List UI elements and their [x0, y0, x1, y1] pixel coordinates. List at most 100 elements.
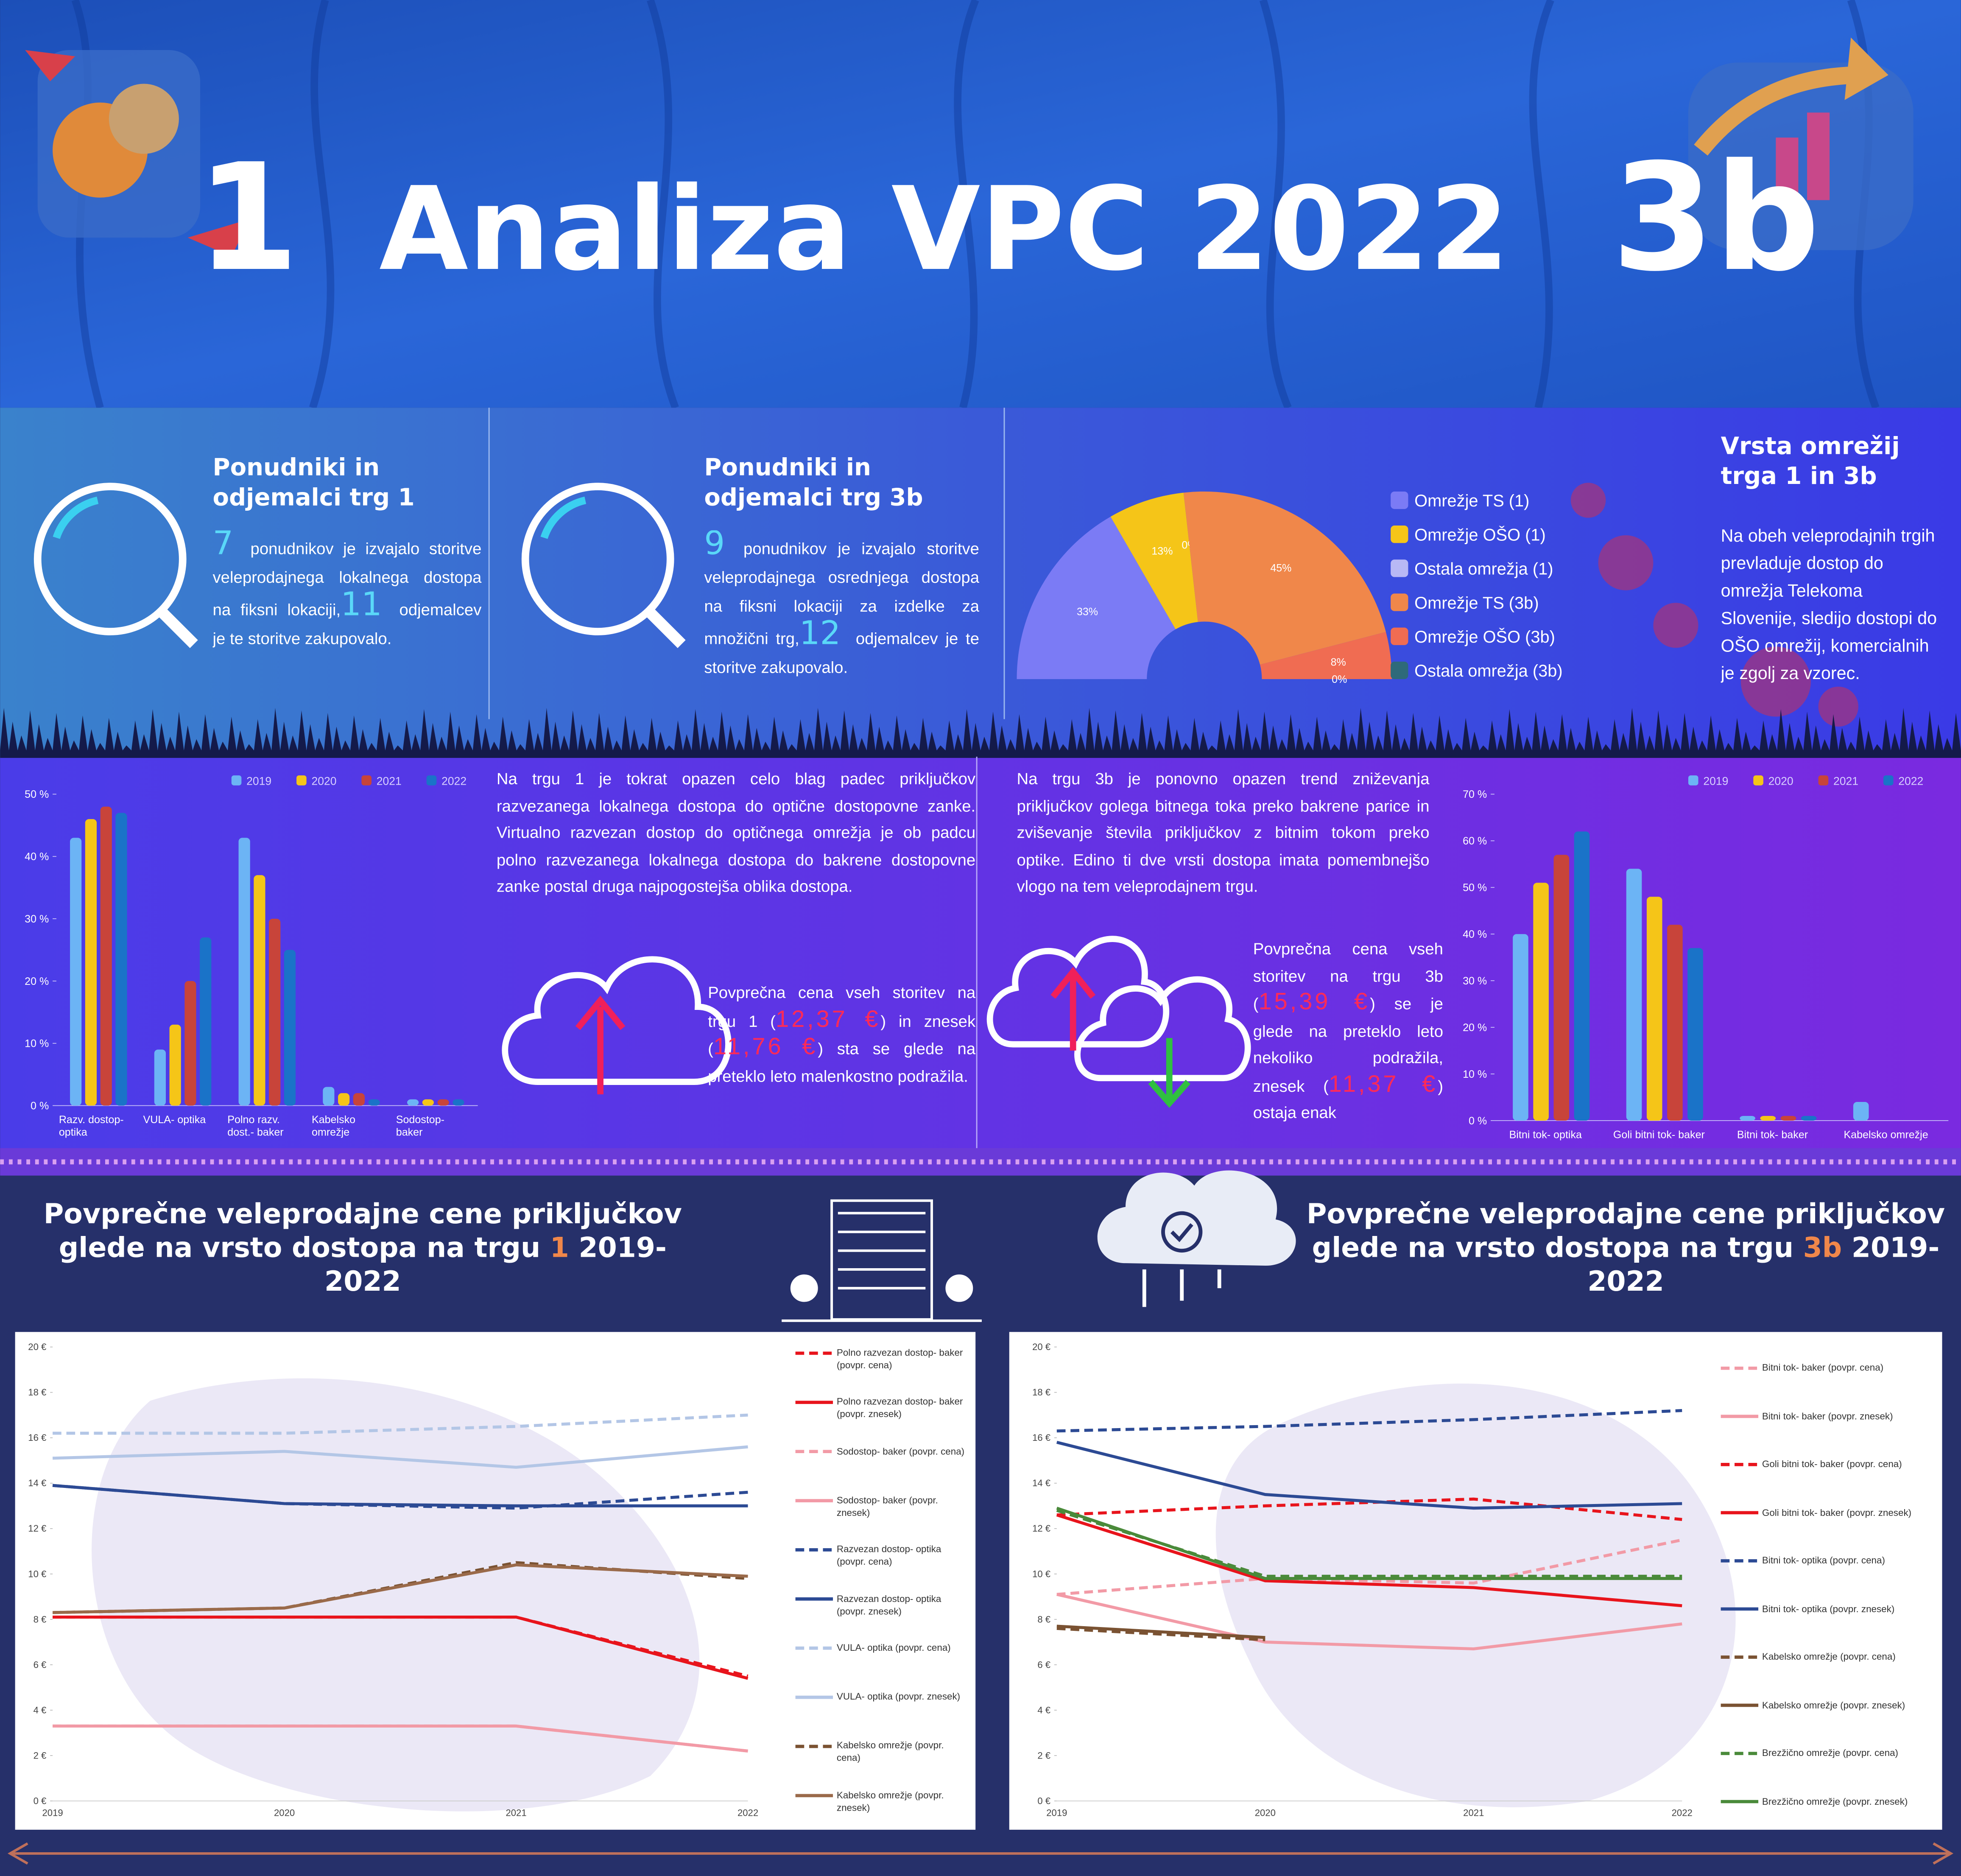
- bar: [1740, 1116, 1755, 1121]
- chart-title-box: Povprečne veleprodajne cene priključkov …: [1306, 1199, 1945, 1298]
- bar: [1760, 1116, 1776, 1121]
- data-line: [1056, 1624, 1265, 1639]
- legend-label: Kabelsko omrežje (povpr. cena): [836, 1740, 944, 1764]
- bar: [169, 1024, 181, 1106]
- bar: [200, 937, 212, 1106]
- legend-swatch: [1753, 775, 1763, 786]
- legend-label-box: Goli bitni tok- baker (povpr. znesek): [1762, 1507, 1961, 1519]
- legend-label-box: Sodostop- baker (povpr. cena): [837, 1445, 964, 1457]
- panel-title-box: Vrsta omrežij trga 1 in 3b: [1721, 431, 1940, 492]
- legend-label: 2020: [311, 774, 336, 787]
- legend-swatch: [1391, 559, 1408, 577]
- paint-splash: [92, 1378, 700, 1812]
- y-tick-label: 6 €: [34, 1659, 47, 1670]
- bar: [154, 1049, 166, 1106]
- y-tick-label: 20 %: [1463, 1022, 1487, 1034]
- data-line: [53, 1563, 748, 1614]
- panel-text: Na obeh veleprodajnih trgih prevladuje d…: [1721, 525, 1937, 683]
- legend-label-box: Kabelsko omrežje (povpr. cena): [1762, 1651, 1896, 1662]
- legend-label: Goli bitni tok- baker (povpr. znesek): [1762, 1506, 1912, 1518]
- legend-swatch: [1883, 775, 1894, 786]
- x-tick-label: Polno razv. dost.- baker: [227, 1113, 284, 1138]
- x-tick-label-box: Polno razv. dost.- baker: [227, 1113, 284, 1138]
- legend-label-box: Polno razvezan dostop- baker (povpr. cen…: [837, 1347, 968, 1372]
- x-tick-label: Bitni tok- baker: [1721, 1128, 1824, 1141]
- y-tick-label: 2 €: [1037, 1750, 1050, 1761]
- bar: [353, 1093, 365, 1106]
- legend-label: 2021: [377, 774, 402, 787]
- legend-label: 2019: [1703, 774, 1728, 787]
- chart-title: Povprečne veleprodajne cene priključkov …: [1306, 1199, 1945, 1265]
- y-tick-label: 70 %: [1463, 788, 1487, 800]
- y-tick-label: 40 %: [1463, 928, 1487, 940]
- panel-body: Na obeh veleprodajnih trgih prevladuje d…: [1721, 522, 1940, 687]
- panel-title: Vrsta omrežij trga 1 in 3b: [1721, 431, 1940, 492]
- x-tick-label-box: VULA- optika: [143, 1113, 206, 1126]
- legend-label-box: Bitni tok- optika (povpr. znesek): [1762, 1603, 1894, 1614]
- legend-label: VULA- optika (povpr. cena): [836, 1642, 951, 1653]
- x-tick-label: VULA- optika: [143, 1113, 206, 1126]
- x-tick-label: Kabelsko omrežje: [1844, 1128, 1928, 1141]
- legend-label: Brezžično omrežje (povpr. znesek): [1762, 1795, 1908, 1807]
- y-tick-label: 60 %: [1463, 835, 1487, 847]
- note-text: ) in znesek (: [708, 1011, 976, 1058]
- bar: [453, 1099, 464, 1106]
- bar: [284, 950, 296, 1106]
- pie-slice: [1017, 517, 1176, 679]
- y-tick-label: 16 €: [1032, 1432, 1050, 1443]
- paint-splash: [1215, 1383, 1736, 1807]
- x-tick-label: Kabelsko omrežje: [312, 1113, 356, 1138]
- y-tick-label: 20 €: [28, 1342, 46, 1352]
- legend-label: Kabelsko omrežje (povpr. cena): [837, 1740, 968, 1765]
- legend-swatch: [361, 775, 372, 786]
- y-tick-label: 50 %: [1463, 882, 1487, 894]
- y-tick-label: 30 %: [1463, 975, 1487, 987]
- x-tick-label: Goli bitni tok- baker: [1613, 1128, 1705, 1141]
- legend-label: Kabelsko omrežje (povpr. znesek): [837, 1789, 968, 1814]
- legend-label: Goli bitni tok- baker (povpr. znesek): [1762, 1507, 1961, 1519]
- legend-label: Polno razvezan dostop- baker (povpr. cen…: [836, 1347, 963, 1371]
- legend-label: 2022: [441, 774, 467, 787]
- header-title: Analiza VPC 2022: [379, 162, 1509, 296]
- legend-label: Ostala omrežja (1): [1414, 560, 1553, 579]
- bar: [100, 806, 112, 1106]
- magnifier-icon: [521, 483, 686, 648]
- bar: [254, 875, 265, 1106]
- legend-label-box: Razvezan dostop- optika (povpr. znesek): [837, 1593, 941, 1616]
- bar: [1667, 925, 1683, 1121]
- pie-slice: [1110, 492, 1198, 629]
- data-line: [52, 1445, 748, 1469]
- note-box: Na trgu 3b je ponovno opazen trend zniže…: [1017, 769, 1430, 895]
- x-tick-label: Bitni tok- optika: [1494, 1128, 1597, 1141]
- legend-label: Kabelsko omrežje (povpr. cena): [1762, 1651, 1896, 1662]
- legend-label: Omrežje TS (3b): [1414, 594, 1539, 612]
- header-number: 1: [196, 132, 299, 304]
- legend-label: Ostala omrežja (3b): [1414, 662, 1562, 680]
- legend-label-box: VULA- optika (povpr. znesek): [837, 1691, 960, 1703]
- legend-label: 2019: [246, 774, 271, 787]
- y-tick-label: 20 €: [1032, 1342, 1050, 1352]
- x-tick-label-box: Bitni tok- optika: [1494, 1128, 1597, 1141]
- x-tick-label-box: Sodostop- baker: [396, 1113, 444, 1138]
- bar: [70, 838, 82, 1106]
- y-tick-label: 18 €: [28, 1387, 46, 1398]
- x-tick-label-box: Kabelsko omrežje: [1844, 1128, 1928, 1141]
- price-highlight: 12,37 €: [776, 1006, 881, 1033]
- note-box: Povprečna cena vseh storitev na trgu 3b …: [1253, 939, 1443, 1122]
- bar: [238, 838, 250, 1106]
- highlight-number: 11: [341, 586, 382, 624]
- y-tick-label: 10 %: [1463, 1068, 1487, 1080]
- y-tick-label: 12 €: [28, 1523, 46, 1534]
- header-titles: 1 Analiza VPC 2022 3b: [196, 132, 1820, 304]
- legend-label: 2022: [1898, 774, 1923, 787]
- pie-label: 0%: [1332, 674, 1347, 685]
- y-tick-label: 16 €: [28, 1432, 46, 1443]
- legend-label: Polno razvezan dostop- baker (povpr. cen…: [837, 1347, 968, 1372]
- legend-swatch: [1391, 593, 1408, 611]
- price-highlight: 11,37 €: [1328, 1071, 1438, 1098]
- note-text: Povprečna cena vseh storitev na trgu 1 (: [708, 983, 976, 1030]
- building-icon: [782, 1199, 982, 1322]
- legend-label-box: VULA- optika (povpr. cena): [836, 1642, 951, 1653]
- legend-label: Omrežje OŠO (3b): [1414, 627, 1555, 646]
